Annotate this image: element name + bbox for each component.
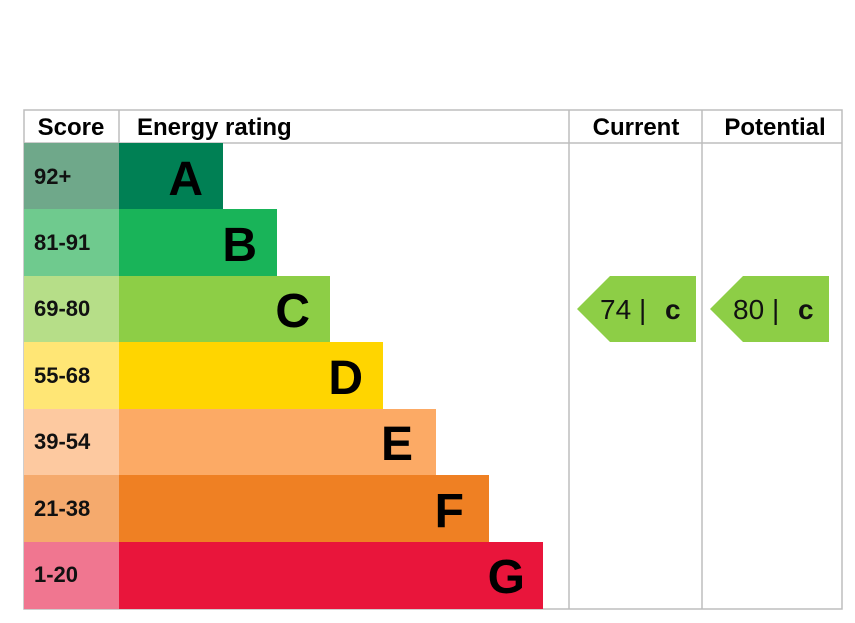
- score-header: Score: [38, 114, 105, 141]
- score-cell-a: [24, 143, 119, 209]
- rating-letter-e: E: [381, 418, 413, 471]
- rating-letter-f: F: [435, 485, 464, 538]
- potential-letter: c: [798, 294, 814, 325]
- score-label-b: 81-91: [34, 230, 90, 255]
- potential-value: 80: [733, 294, 764, 325]
- rating-bands: 92+ A 81-91 B 69-80 C 55-68 D 39-54 E: [24, 143, 543, 609]
- score-cell-c: [24, 276, 119, 342]
- potential-arrow: [710, 276, 829, 342]
- score-label-c: 69-80: [34, 296, 90, 321]
- rating-bar-a: [119, 143, 223, 209]
- band-e: 39-54 E: [24, 409, 436, 475]
- score-label-f: 21-38: [34, 496, 90, 521]
- score-label-g: 1-20: [34, 562, 78, 587]
- score-cell-b: [24, 209, 119, 276]
- band-f: 21-38 F: [24, 475, 489, 542]
- score-label-e: 39-54: [34, 429, 91, 454]
- band-a: 92+ A: [24, 143, 223, 209]
- rating-bar-g: [119, 542, 543, 609]
- band-g: 1-20 G: [24, 542, 543, 609]
- score-cell-e: [24, 409, 119, 475]
- current-letter: c: [665, 294, 681, 325]
- potential-header: Potential: [724, 114, 825, 141]
- band-b: 81-91 B: [24, 209, 277, 276]
- energy-rating-header: Energy rating: [137, 114, 292, 141]
- score-cell-g: [24, 542, 119, 609]
- score-label-a: 92+: [34, 164, 71, 189]
- band-d: 55-68 D: [24, 342, 383, 409]
- score-label-d: 55-68: [34, 363, 90, 388]
- current-arrow: [577, 276, 696, 342]
- rating-letter-d: D: [328, 352, 363, 405]
- current-value: 74: [600, 294, 631, 325]
- rating-letter-g: G: [488, 551, 525, 604]
- rating-bar-b: [119, 209, 277, 276]
- current-header: Current: [593, 114, 680, 141]
- potential-rating-marker: 80 | c: [710, 276, 829, 342]
- current-rating-marker: 74 | c: [577, 276, 696, 342]
- current-separator: |: [639, 294, 646, 325]
- band-c: 69-80 C: [24, 276, 330, 342]
- rating-bar-f: [119, 475, 489, 542]
- rating-bar-e: [119, 409, 436, 475]
- rating-bar-c: [119, 276, 330, 342]
- rating-bar-d: [119, 342, 383, 409]
- score-cell-d: [24, 342, 119, 409]
- rating-letter-a: A: [168, 153, 203, 206]
- potential-separator: |: [772, 294, 779, 325]
- rating-letter-b: B: [222, 219, 257, 272]
- score-cell-f: [24, 475, 119, 542]
- rating-letter-c: C: [275, 285, 310, 338]
